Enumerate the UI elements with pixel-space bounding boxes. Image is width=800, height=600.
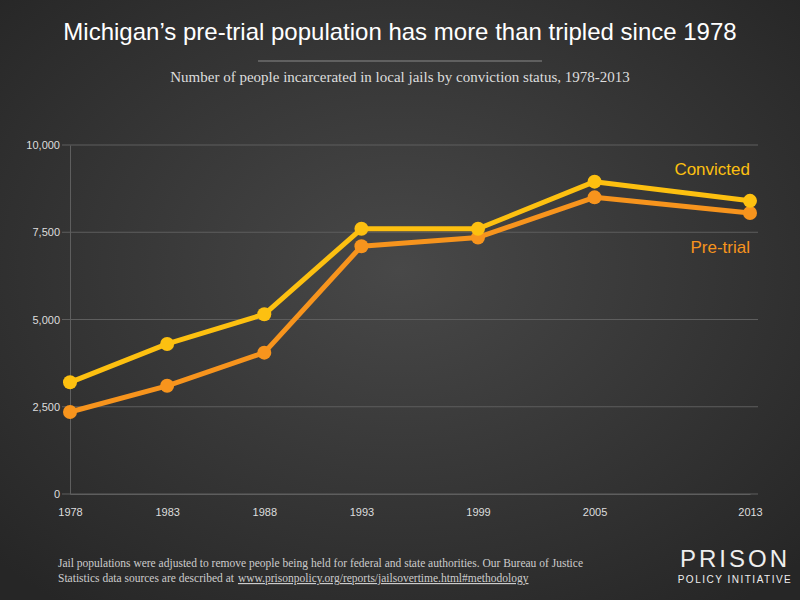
grid-line: [62, 319, 758, 320]
y-tick-label: 0: [54, 488, 60, 500]
y-tick: 10,000: [26, 139, 70, 151]
series-marker: [257, 307, 271, 321]
x-tick: 1999: [466, 494, 490, 518]
footnote-text: Statistics data sources are described at: [58, 572, 235, 584]
x-tick: 1983: [155, 494, 179, 518]
y-tick-label: 2,500: [32, 401, 60, 413]
grid-line: [62, 406, 758, 407]
grid-line: [62, 494, 758, 495]
series-marker: [354, 239, 368, 253]
logo-subtitle: POLICY INITIATIVE: [678, 574, 793, 585]
footnote-link: www.prisonpolicy.org/reports/jailsoverti…: [238, 572, 529, 585]
grid-line: [62, 145, 758, 146]
series-marker: [63, 405, 77, 419]
x-axis: 1978 1983 1988 1993 1999 2005 2013: [58, 494, 762, 518]
chart-container: Michigan’s pre-trial population has more…: [0, 0, 800, 600]
subtitle: Number of people incarcerated in local j…: [170, 69, 629, 85]
background: [0, 0, 800, 600]
x-tick-label: 1978: [58, 506, 82, 518]
grid-line: [62, 232, 758, 233]
logo-title: PRISON: [680, 545, 790, 572]
y-tick-label: 7,500: [32, 226, 60, 238]
y-tick-label: 10,000: [26, 139, 60, 151]
grid: [62, 145, 758, 494]
series-marker: [743, 194, 757, 208]
series-markers: [63, 175, 757, 390]
y-axis-line: [70, 146, 71, 495]
series-marker: [743, 206, 757, 220]
x-tick-label: 2013: [738, 506, 762, 518]
x-tick-label: 1999: [466, 506, 490, 518]
series-marker: [257, 346, 271, 360]
y-tick: 7,500: [32, 226, 70, 238]
series-line: [70, 182, 750, 383]
y-tick: 0: [54, 488, 70, 500]
y-axis: 0 2,500 5,000 7,500 10,000: [26, 139, 70, 500]
chart-svg: Michigan’s pre-trial population has more…: [0, 0, 800, 600]
x-tick: 1978: [58, 494, 82, 518]
title-rule: [258, 61, 542, 62]
series-marker: [160, 337, 174, 351]
plot-area: [63, 175, 757, 419]
y-tick: 5,000: [32, 314, 70, 326]
series-marker: [588, 190, 602, 204]
x-tick-label: 1983: [155, 506, 179, 518]
x-tick: 2013: [738, 494, 762, 518]
series-label: Convicted: [674, 160, 750, 179]
series-marker: [588, 175, 602, 189]
series-marker: [63, 375, 77, 389]
series-markers: [63, 190, 757, 419]
series-marker: [471, 222, 485, 236]
x-tick-label: 1993: [350, 506, 374, 518]
footnote: Jail populations were adjusted to remove…: [58, 557, 583, 570]
x-tick-label: 1988: [253, 506, 277, 518]
x-tick: 1988: [253, 494, 277, 518]
title: Michigan’s pre-trial population has more…: [63, 18, 736, 45]
x-tick: 2005: [583, 494, 607, 518]
y-tick-label: 5,000: [32, 314, 60, 326]
x-tick: 1993: [350, 494, 374, 518]
x-axis-line: [71, 494, 751, 495]
x-tick-label: 2005: [583, 506, 607, 518]
footnote: Statistics data sources are described at…: [58, 572, 529, 585]
series-label: Pre-trial: [690, 238, 750, 257]
series-marker: [160, 379, 174, 393]
series-marker: [354, 222, 368, 236]
